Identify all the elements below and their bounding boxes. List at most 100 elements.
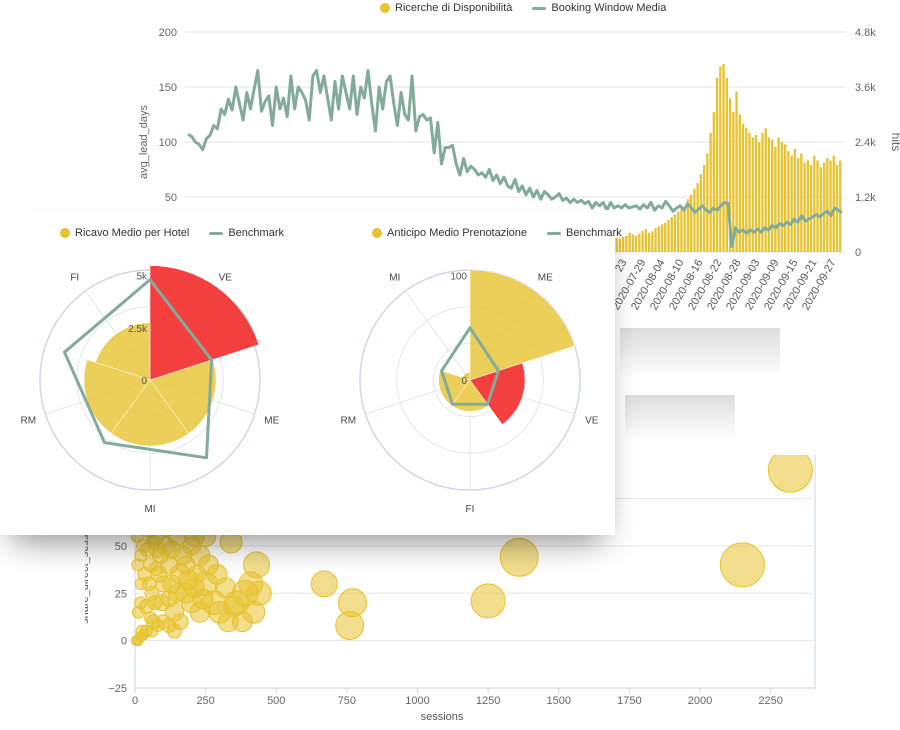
bar [816, 160, 819, 252]
legend-item-ricavo[interactable]: Ricavo Medio per Hotel [60, 227, 189, 239]
scatter-point [144, 611, 158, 625]
scatter-point [148, 561, 164, 577]
bar [819, 167, 822, 252]
bar [800, 153, 803, 252]
y-tick-label: 100 [159, 137, 177, 149]
bar [719, 66, 722, 252]
bar [796, 158, 800, 252]
x-tick-label: 2250 [758, 695, 782, 707]
bar [641, 230, 644, 252]
bar [631, 234, 635, 252]
bar [803, 162, 806, 252]
y-axis-label: share_direct_sessio [85, 526, 91, 624]
scatter-point [131, 558, 145, 572]
x-tick-label: 1250 [476, 695, 500, 707]
bar [732, 112, 735, 252]
legend-line-icon [532, 6, 547, 10]
scatter-point [147, 595, 163, 611]
bar [735, 91, 738, 252]
scatter-point [189, 601, 211, 623]
radar-wedge [438, 369, 471, 406]
bar [638, 233, 641, 252]
bar [625, 235, 628, 252]
bar [793, 148, 797, 252]
bar [758, 142, 761, 252]
bar [764, 128, 767, 252]
y-tick-label: 50 [115, 541, 127, 553]
bar [670, 217, 673, 252]
x-tick-label: 1500 [547, 695, 571, 707]
x-tick-label: 0 [132, 695, 138, 707]
top-legend: Ricerche di Disponibilità Booking Window… [380, 2, 680, 14]
bar [706, 153, 709, 252]
radar-axis-label: VE [585, 416, 599, 427]
bar [741, 123, 745, 253]
radar-tick-label: 100 [450, 272, 467, 283]
bar [787, 151, 790, 252]
y-tick-label: −25 [108, 683, 127, 695]
bar [651, 231, 654, 252]
bar [715, 77, 719, 252]
scatter-point [470, 583, 506, 619]
radar-axis-label: MI [144, 504, 155, 515]
bar [722, 64, 725, 252]
benchmark-polygon [63, 278, 214, 460]
bar [677, 211, 680, 252]
y-right-axis-label: hits [889, 133, 900, 152]
radar-axis-label: VE [219, 272, 233, 283]
scatter-point [310, 570, 338, 598]
bar [809, 164, 813, 252]
legend-item-ricerche[interactable]: Ricerche di Disponibilità [380, 2, 512, 14]
radar-tick-label: 2.5k [128, 324, 148, 335]
radar-axis-label: RM [340, 416, 356, 427]
bar [777, 137, 780, 252]
bar [839, 160, 842, 252]
legend-item-benchmark[interactable]: Benchmark [209, 227, 284, 239]
bar [780, 142, 784, 252]
y-right-tick-label: 4.8k [855, 27, 876, 39]
bar [725, 77, 728, 252]
bar [680, 208, 683, 252]
legend-item-anticipo[interactable]: Anticipo Medio Prenotazione [372, 227, 527, 239]
radar-axis-label: RM [20, 416, 36, 427]
bar [738, 114, 741, 252]
bar [696, 183, 699, 252]
bar [767, 137, 771, 252]
radar1-legend: Ricavo Medio per Hotel Benchmark [60, 227, 298, 239]
bar [686, 199, 690, 252]
scatter-point [141, 576, 157, 592]
bar [790, 155, 793, 252]
bar [771, 139, 774, 252]
bar [690, 194, 693, 252]
x-tick-label: 750 [338, 695, 356, 707]
y-right-tick-label: 2.4k [855, 137, 876, 149]
bar [774, 146, 777, 252]
bar [699, 174, 703, 252]
y-tick-label: 200 [159, 27, 177, 39]
radar-wedge [110, 379, 190, 447]
bar [806, 160, 809, 252]
bar [693, 188, 696, 252]
scatter-point [499, 537, 539, 577]
scatter-point [183, 577, 205, 599]
radar-axis-label: ME [264, 416, 279, 427]
bar [634, 235, 638, 252]
bar [683, 206, 686, 252]
legend-dot-icon [380, 3, 390, 13]
radar-charts-card: Ricavo Medio per Hotel Benchmark Anticip… [0, 210, 622, 535]
scatter-point [223, 596, 245, 618]
legend-dot-icon [372, 228, 382, 238]
bar [621, 236, 625, 252]
y-tick-label: 25 [115, 588, 127, 600]
scatter-point [171, 613, 189, 631]
legend-item-benchmark[interactable]: Benchmark [547, 227, 622, 239]
bar [618, 238, 622, 252]
legend-line-icon [209, 231, 224, 235]
legend-item-booking-window[interactable]: Booking Window Media [532, 2, 666, 14]
line-booking-window [187, 69, 843, 248]
bar [664, 222, 667, 252]
scatter-point [719, 542, 765, 588]
bar [712, 112, 716, 252]
scatter-point [242, 551, 270, 579]
radar2-legend: Anticipo Medio Prenotazione Benchmark [372, 227, 636, 239]
